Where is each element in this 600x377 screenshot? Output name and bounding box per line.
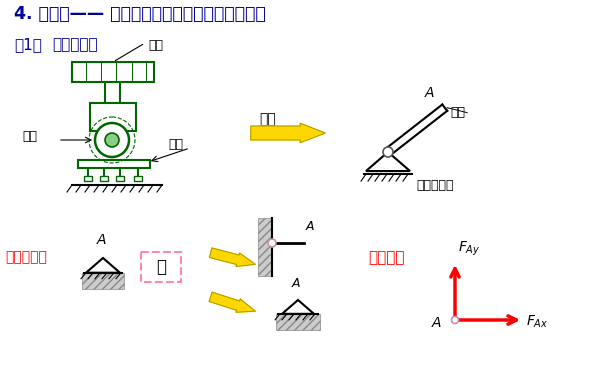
Text: A: A: [425, 86, 434, 100]
Circle shape: [383, 147, 393, 157]
Text: 简化: 简化: [260, 112, 277, 126]
Bar: [84, 176, 92, 181]
Text: 固定铰支座: 固定铰支座: [416, 179, 454, 192]
Text: 或: 或: [156, 258, 166, 276]
Text: （1）: （1）: [14, 37, 42, 52]
Text: 固定铰支座: 固定铰支座: [52, 37, 98, 52]
Bar: [258, 218, 272, 276]
Text: 销钉: 销钉: [22, 130, 37, 143]
Bar: [105, 82, 120, 104]
Text: A: A: [431, 316, 441, 330]
Bar: [78, 160, 150, 168]
Text: 4. 铰支座—— 有固定铰支座和滚动铰支座两种。: 4. 铰支座—— 有固定铰支座和滚动铰支座两种。: [14, 5, 266, 23]
Text: 构件: 构件: [450, 106, 465, 119]
Text: 构件: 构件: [148, 39, 163, 52]
Text: $f_R$: $f_R$: [93, 136, 102, 148]
Bar: [116, 176, 124, 181]
Text: 支座: 支座: [168, 138, 183, 150]
Circle shape: [268, 239, 276, 247]
Circle shape: [105, 133, 119, 147]
FancyArrowPatch shape: [209, 292, 256, 312]
Bar: [90, 103, 136, 131]
Text: $F_{Ay}$: $F_{Ay}$: [458, 240, 481, 258]
FancyBboxPatch shape: [141, 252, 181, 282]
Bar: [72, 62, 154, 82]
Bar: [134, 176, 142, 181]
Bar: [100, 176, 108, 181]
FancyArrowPatch shape: [209, 248, 256, 267]
Bar: [276, 314, 320, 330]
Text: $F_{Ax}$: $F_{Ax}$: [526, 314, 548, 330]
Text: 约束力：: 约束力：: [368, 250, 404, 265]
FancyArrowPatch shape: [251, 123, 325, 143]
Bar: [82, 273, 124, 289]
Circle shape: [95, 123, 129, 157]
Circle shape: [452, 317, 458, 323]
Text: A: A: [292, 277, 300, 290]
Text: A: A: [306, 220, 314, 233]
Text: 计算简图：: 计算简图：: [5, 250, 47, 264]
Text: A: A: [96, 233, 106, 247]
